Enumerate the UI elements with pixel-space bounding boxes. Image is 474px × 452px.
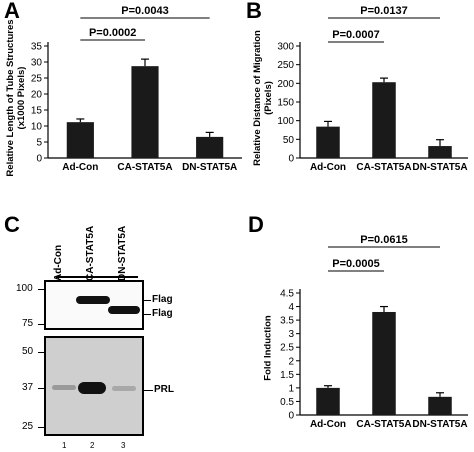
blot-tick-37: 37	[22, 382, 34, 393]
panel-letter-a: A	[4, 0, 20, 23]
y-tick-label-b-0: 0	[288, 154, 294, 165]
lane-label-ca-stat5a: CA-STAT5A	[85, 225, 96, 281]
lane-number-3: 3	[121, 441, 126, 450]
y-tick-label-b-6: 300	[277, 42, 294, 53]
tick-mark-50	[38, 352, 44, 353]
bar-d-2	[428, 396, 452, 415]
category-label-a-0: Ad-Con	[62, 162, 98, 173]
p-value-label-d-0: P=0.0005	[332, 258, 379, 270]
y-tick-label-a-0: 0	[36, 154, 42, 165]
band-pointer-flag-2	[144, 314, 151, 315]
y-tick-label-b-5: 250	[277, 60, 294, 71]
tick-mark-75	[38, 324, 44, 325]
p-value-label-a-0: P=0.0002	[89, 27, 136, 39]
y-tick-label-d-0: 0	[288, 411, 294, 422]
y-tick-label-d-8: 4	[288, 302, 294, 313]
blot-tick-100: 100	[16, 283, 33, 294]
lane-number-2: 2	[90, 441, 95, 450]
y-tick-label-b-4: 200	[277, 79, 294, 90]
category-label-d-0: Ad-Con	[310, 419, 346, 430]
band-label-flag-2: Flag	[152, 308, 173, 319]
blot-lower	[44, 336, 144, 436]
blot-tick-50: 50	[22, 346, 34, 357]
y-tick-label-b-3: 150	[277, 98, 294, 109]
y-tick-label-d-6: 3	[288, 329, 294, 340]
tick-mark-37	[38, 388, 44, 389]
y-tick-label-d-5: 2.5	[280, 343, 294, 354]
lane-number-1: 1	[62, 441, 67, 450]
panel-letter-b: B	[246, 0, 262, 23]
y-tick-label-b-2: 100	[277, 116, 294, 127]
y-tick-label-d-2: 1	[288, 383, 294, 394]
category-label-a-2: DN-STAT5A	[182, 162, 237, 173]
band-flag-dn	[108, 306, 140, 314]
tick-mark-100	[38, 289, 44, 290]
bar-b-1	[372, 82, 396, 158]
bar-b-2	[428, 146, 452, 158]
panel-letter-c: C	[4, 212, 20, 237]
band-prl-con	[52, 385, 76, 390]
p-value-label-b-1: P=0.0137	[360, 5, 407, 17]
y-tick-label-d-1: 0.5	[280, 397, 294, 408]
y-tick-label-a-3: 15	[31, 106, 43, 117]
p-value-label-d-1: P=0.0615	[360, 234, 407, 246]
bar-a-0	[66, 122, 94, 158]
bar-d-0	[316, 387, 340, 415]
band-prl-ca	[78, 382, 106, 394]
y-tick-label-d-7: 3.5	[280, 316, 294, 327]
category-label-d-2: DN-STAT5A	[412, 419, 467, 430]
blot-upper	[44, 280, 144, 330]
p-value-label-b-0: P=0.0007	[332, 29, 379, 41]
category-label-d-1: CA-STAT5A	[356, 419, 411, 430]
category-label-b-1: CA-STAT5A	[356, 162, 411, 173]
lane-label-dn-stat5a: DN-STAT5A	[117, 225, 128, 281]
panel-letter-d: D	[248, 212, 264, 237]
bar-a-1	[131, 66, 159, 158]
band-label-flag-1: Flag	[152, 294, 173, 305]
y-tick-label-a-1: 5	[36, 138, 42, 149]
blot-tick-75: 75	[22, 318, 34, 329]
p-value-label-a-1: P=0.0043	[121, 5, 168, 17]
band-flag-ca	[76, 296, 110, 304]
y-tick-label-a-5: 25	[31, 74, 43, 85]
band-prl-dn	[112, 386, 136, 391]
y-tick-label-a-6: 30	[31, 58, 43, 69]
blot-tick-25: 25	[22, 421, 34, 432]
bar-b-0	[316, 126, 340, 158]
y-tick-label-d-4: 2	[288, 356, 294, 367]
lane-label-underline	[56, 276, 138, 278]
y-tick-label-d-9: 4.5	[280, 289, 294, 300]
band-pointer-flag-1	[144, 300, 151, 301]
tick-mark-25	[38, 427, 44, 428]
category-label-a-1: CA-STAT5A	[117, 162, 172, 173]
band-pointer-prl	[144, 390, 153, 391]
category-label-b-0: Ad-Con	[310, 162, 346, 173]
bar-a-2	[196, 136, 224, 158]
y-tick-label-a-4: 20	[31, 90, 43, 101]
y-tick-label-b-1: 50	[283, 135, 295, 146]
band-label-prl: PRL	[154, 384, 174, 395]
bar-d-1	[372, 311, 396, 415]
y-tick-label-d-3: 1.5	[280, 370, 294, 381]
y-tick-label-a-2: 10	[31, 122, 43, 133]
category-label-b-2: DN-STAT5A	[412, 162, 467, 173]
y-tick-label-a-7: 35	[31, 42, 43, 53]
